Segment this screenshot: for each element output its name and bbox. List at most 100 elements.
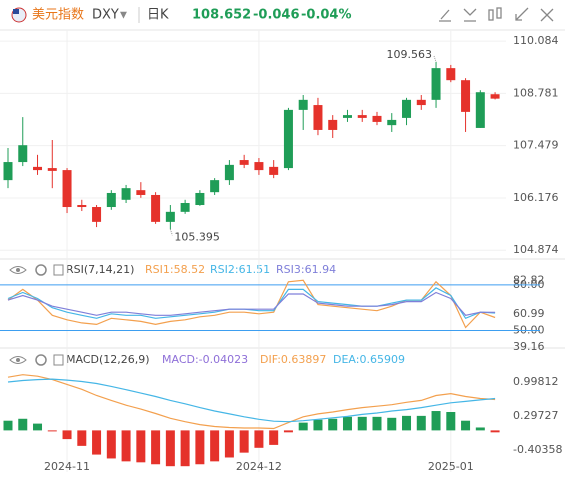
x-tick-label: 2024-11: [44, 460, 90, 473]
candle-body: [106, 192, 116, 208]
candle-body: [254, 162, 264, 171]
macd-bar: [475, 427, 485, 431]
candle-body: [3, 162, 13, 181]
change: -0.046: [253, 8, 300, 23]
indicator-title: RSI(7,14,21): [66, 263, 134, 276]
candle-body: [151, 194, 161, 222]
legend-entry: DIF:0.63897: [260, 353, 326, 366]
settings-icon[interactable]: [35, 264, 47, 276]
y-tick-label: 107.479: [513, 139, 559, 152]
indicator-line: [7, 378, 496, 423]
y-tick-label: -0.40358: [513, 443, 562, 456]
indicator-line: [7, 374, 496, 430]
macd-bar: [446, 412, 456, 431]
macd-bar: [372, 416, 382, 431]
candle-body: [283, 109, 293, 169]
x-tick-label: 2024-12: [236, 460, 282, 473]
y-tick-label: 60.99: [513, 307, 545, 320]
macd-bar: [431, 411, 441, 431]
macd-bar: [490, 430, 500, 433]
panel-icon[interactable]: [53, 354, 64, 366]
macd-bar: [416, 415, 426, 431]
indicator-line: [7, 291, 496, 316]
macd-bar: [254, 430, 264, 448]
candle-body: [298, 99, 308, 110]
dropdown-arrow[interactable]: ▼: [120, 11, 127, 21]
candle-body: [313, 105, 323, 130]
macd-bar: [357, 416, 367, 431]
macd-bar: [313, 419, 323, 431]
y-tick-label: 82.82: [513, 274, 545, 287]
x-tick-label: 2025-01: [428, 460, 474, 473]
macd-bar: [33, 423, 43, 431]
rsi-header: RSI(7,14,21) RSI1:58.52 RSI2:61.51 RSI3:…: [9, 263, 336, 276]
legend-entry: DEA:0.65909: [333, 353, 405, 366]
macd-bar: [195, 430, 205, 465]
indicator-line: [7, 287, 496, 320]
close-icon[interactable]: [540, 8, 554, 22]
toolbar: 美元指数 DXY ▼ 日K 108.652 -0.046 -0.04%: [0, 7, 565, 31]
settings-icon[interactable]: [35, 354, 47, 366]
macd-bar: [18, 418, 28, 431]
macd-bar: [47, 430, 57, 432]
macd-bar: [328, 418, 338, 431]
eye-pupil: [16, 268, 20, 272]
macd-bar: [283, 430, 293, 433]
candle-type-icon[interactable]: [488, 9, 494, 21]
legend-entry: MACD:-0.04023: [162, 353, 248, 366]
candle-body: [165, 211, 175, 222]
candle-type-icon-2[interactable]: [496, 7, 502, 19]
indicator-icon[interactable]: [463, 8, 477, 22]
macd-bar: [121, 430, 131, 462]
y-tick-label: 110.084: [513, 34, 559, 47]
macd-bar: [165, 430, 175, 467]
panel-icon[interactable]: [53, 264, 64, 276]
macd-bar: [387, 417, 397, 431]
candle-body: [180, 203, 190, 212]
macd-bar: [402, 415, 412, 431]
candle-body: [372, 115, 382, 122]
period[interactable]: 日K: [147, 8, 169, 23]
low-label: 105.395: [174, 230, 220, 243]
candle-body: [357, 115, 367, 118]
candle-body: [18, 145, 28, 163]
draw-tool-icon[interactable]: [439, 9, 451, 22]
price: 108.652: [192, 8, 251, 23]
candle-body: [210, 180, 220, 193]
macd-bar: [224, 430, 234, 458]
candle-body: [121, 188, 131, 200]
eye-pupil: [16, 358, 20, 362]
candle-body: [490, 94, 500, 99]
candle-body: [269, 166, 279, 175]
y-tick-label: 108.781: [513, 86, 559, 99]
macd-bar: [106, 430, 116, 459]
change-percent: -0.04%: [301, 8, 352, 23]
high-label: 109.563: [387, 48, 433, 61]
candle-body: [92, 207, 102, 222]
candle-body: [387, 119, 397, 126]
eye-icon[interactable]: [9, 356, 27, 364]
candle-body: [461, 80, 471, 112]
candle-body: [328, 119, 338, 130]
indicator-title: MACD(12,26,9): [66, 353, 150, 366]
eye-icon[interactable]: [9, 266, 27, 274]
candle-body: [33, 166, 43, 171]
candle-body: [62, 170, 72, 208]
legend-entry: RSI1:58.52: [145, 263, 205, 276]
macd-header: MACD(12,26,9) MACD:-0.04023 DIF:0.63897 …: [9, 353, 405, 366]
candle-body: [475, 92, 485, 128]
candle-body: [342, 115, 352, 118]
candle-body: [195, 192, 205, 206]
candle-body: [224, 164, 234, 181]
candle-body: [77, 205, 87, 208]
macd-bar: [210, 430, 220, 462]
candle-body: [446, 68, 456, 81]
legend-entry: RSI2:61.51: [210, 263, 270, 276]
flag-canton: [13, 9, 19, 14]
macd-bar: [269, 430, 279, 445]
instrument-name[interactable]: 美元指数: [32, 8, 84, 23]
expand-icon[interactable]: [515, 7, 529, 21]
y-tick-label: 0.29727: [513, 409, 559, 422]
legend-entry: RSI3:61.94: [276, 263, 336, 276]
macd-bar: [298, 422, 308, 431]
